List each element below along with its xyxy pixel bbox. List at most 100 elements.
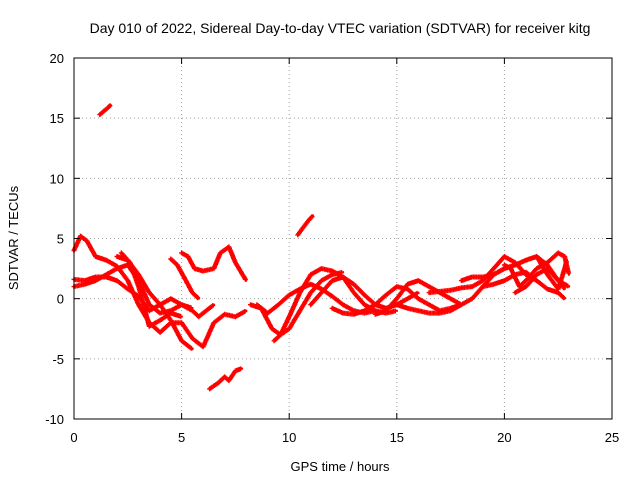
y-tick-label: 10: [50, 171, 64, 186]
data-point: [266, 311, 269, 315]
data-point: [481, 279, 485, 282]
data-point: [85, 239, 89, 243]
data-point: [331, 307, 334, 310]
data-point: [158, 331, 162, 334]
data-point: [470, 297, 474, 300]
data-point: [352, 309, 355, 312]
data-point: [272, 339, 276, 342]
data-point: [307, 219, 310, 222]
data-point: [320, 291, 323, 294]
data-point: [201, 311, 205, 315]
data-point: [492, 273, 495, 276]
data-point: [180, 251, 183, 255]
y-tick-label: -5: [52, 352, 64, 367]
data-layer: [71, 103, 572, 392]
data-point: [148, 325, 151, 328]
data-point: [331, 269, 334, 273]
data-point: [567, 273, 571, 276]
data-point: [197, 297, 201, 300]
data-point: [535, 267, 538, 270]
x-tick-label: 15: [390, 430, 404, 445]
data-point: [563, 287, 566, 291]
data-point: [417, 297, 420, 300]
data-point: [406, 283, 409, 286]
data-point: [513, 291, 517, 294]
x-tick-label: 5: [178, 430, 185, 445]
data-point: [158, 319, 162, 322]
data-point: [509, 267, 513, 270]
data-point: [227, 379, 231, 382]
data-point: [374, 303, 377, 306]
data-point: [395, 297, 398, 300]
data-point: [352, 313, 355, 316]
data-point: [524, 285, 528, 288]
data-point: [191, 291, 194, 294]
y-tick-label: 20: [50, 51, 64, 66]
data-point: [288, 315, 291, 318]
x-tick-label: 10: [282, 430, 296, 445]
data-point: [201, 345, 205, 348]
data-point: [148, 303, 151, 306]
data-point: [406, 307, 409, 310]
data-point: [186, 255, 190, 258]
data-point: [169, 319, 173, 322]
series-track-5: [118, 250, 183, 329]
data-point: [208, 387, 211, 391]
data-point: [176, 263, 179, 267]
grid-lines: [74, 58, 612, 419]
data-point: [449, 289, 452, 292]
data-point: [191, 337, 194, 340]
data-point: [83, 279, 86, 282]
x-tick-label: 0: [70, 430, 77, 445]
data-point: [94, 279, 97, 282]
data-point: [320, 279, 323, 282]
data-point: [374, 313, 377, 316]
data-point: [438, 290, 442, 293]
data-point: [148, 291, 151, 294]
data-point: [557, 287, 560, 291]
data-point: [216, 381, 220, 385]
data-point: [427, 291, 431, 294]
x-tick-label: 20: [497, 430, 511, 445]
data-point: [395, 285, 398, 288]
data-point: [535, 273, 538, 276]
data-point: [384, 309, 388, 312]
data-point: [535, 279, 538, 282]
data-point: [300, 227, 304, 231]
series-track-7: [179, 244, 248, 282]
data-point: [449, 297, 452, 300]
data-point: [223, 375, 226, 379]
series-track-9: [97, 103, 113, 118]
data-point: [524, 258, 528, 262]
data-point: [184, 279, 188, 282]
data-point: [417, 291, 420, 294]
x-tick-label: 25: [605, 430, 619, 445]
data-point: [503, 267, 506, 270]
data-point: [298, 291, 302, 294]
data-point: [137, 273, 140, 276]
data-point: [309, 273, 312, 276]
series-track-13: [271, 266, 398, 344]
data-point: [180, 339, 183, 342]
data-point: [309, 303, 312, 306]
x-axis-label: GPS time / hours: [291, 459, 390, 474]
series-track-20: [480, 269, 567, 301]
y-tick-label: 0: [57, 292, 64, 307]
data-point: [352, 283, 355, 286]
data-point: [109, 103, 112, 107]
data-point: [395, 309, 398, 312]
data-point: [563, 255, 566, 258]
data-point: [115, 267, 119, 270]
data-point: [320, 267, 323, 270]
data-point: [158, 303, 162, 306]
data-point: [219, 251, 222, 255]
data-point: [563, 297, 566, 300]
data-point: [137, 303, 140, 306]
data-point: [255, 303, 259, 306]
data-point: [557, 291, 560, 294]
data-point: [481, 275, 485, 279]
data-point: [115, 255, 119, 258]
data-point: [212, 303, 216, 306]
data-point: [427, 311, 431, 315]
data-point: [331, 279, 334, 282]
